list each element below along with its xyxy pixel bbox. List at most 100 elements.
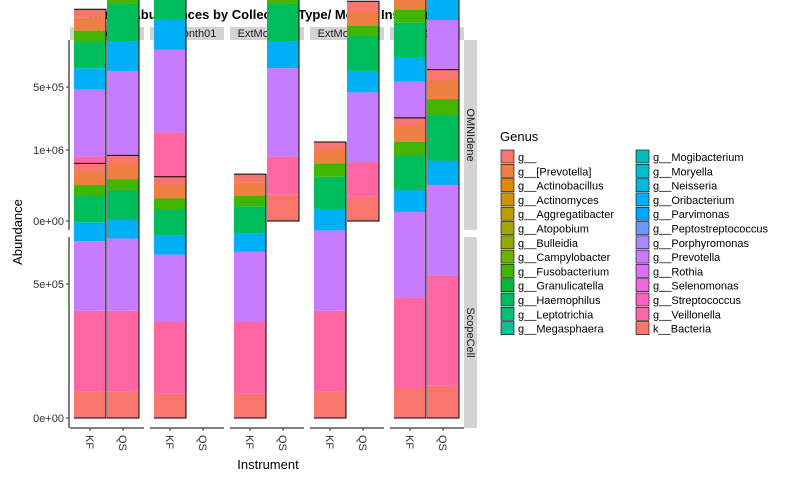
legend-item: g__Streptococcus	[635, 292, 742, 307]
bar-segment	[107, 155, 139, 164]
bar-segment	[427, 385, 459, 418]
legend-key	[500, 178, 515, 192]
bar-outline	[267, 0, 300, 222]
bar-segment	[314, 391, 346, 418]
bar-segment	[74, 9, 106, 18]
legend-label: g__Moryella	[653, 166, 714, 178]
legend-label: g__Parvimonas	[653, 209, 730, 221]
bar-segment	[154, 235, 186, 255]
bar-segment	[394, 190, 426, 212]
bar-segment	[107, 391, 139, 418]
bar-ScopeCell-ExtMonth0-QS	[107, 154, 140, 419]
bar-segment	[394, 57, 426, 82]
legend-key	[500, 221, 515, 235]
bar-segment	[347, 162, 379, 197]
bar-segment	[394, 0, 426, 10]
bar-segment	[107, 0, 139, 4]
legend-item: g__Atopobium	[500, 221, 589, 236]
legend-label: k__Bacteria	[653, 324, 712, 336]
bar-segment	[154, 0, 186, 20]
legend-item: g__Porphyromonas	[635, 235, 750, 250]
legend-key	[500, 235, 515, 250]
bar-segment	[154, 20, 186, 50]
legend-key	[635, 149, 650, 164]
legend-key	[500, 164, 515, 178]
x-tick-label: KF	[403, 435, 415, 449]
legend-item: g__Peptostreptococcus	[635, 221, 768, 236]
legend-title: Genus	[500, 129, 539, 144]
bar-segment	[394, 141, 426, 156]
x-tick-label: KF	[243, 435, 255, 449]
y-tick-label: 1e+06	[33, 145, 64, 157]
bar-segment	[234, 195, 266, 207]
legend-key	[635, 249, 650, 264]
bar-segment	[234, 206, 266, 234]
bar-segment	[314, 230, 346, 311]
bar-segment	[394, 117, 426, 126]
legend-key	[500, 278, 515, 293]
bar-segment	[107, 163, 139, 180]
bar-segment	[107, 238, 139, 311]
bar-segment	[234, 182, 266, 196]
legend-label: g__Megasphaera	[518, 324, 605, 336]
bar-outline	[314, 141, 347, 419]
bar-segment	[427, 69, 459, 81]
bar-segment	[314, 208, 346, 231]
legend-item: g__Haemophilus	[500, 292, 601, 307]
bar-segment	[394, 125, 426, 142]
bar-segment	[74, 195, 106, 223]
bar-segment	[154, 321, 186, 394]
legend-label: g__Prevotella	[653, 252, 721, 264]
legend-key	[635, 264, 650, 278]
bar-segment	[314, 141, 346, 150]
legend-item: g__Veillonella	[635, 306, 722, 321]
legend-label: g__Aggregatibacter	[518, 209, 614, 221]
bar-segment	[154, 254, 186, 322]
chart-plot-area: ExtMonth0ExtMonth01ExtMonth03ExtMonth06E…	[33, 0, 477, 451]
bar-segment	[234, 393, 266, 418]
legend-label: g__Streptococcus	[653, 295, 742, 307]
bar-segment	[427, 99, 459, 116]
bar-segment	[314, 176, 346, 209]
legend-item: g__Parvimonas	[635, 206, 730, 221]
legend-label: g__Oribacterium	[653, 195, 734, 207]
bar-segment	[394, 388, 426, 418]
legend-item: g__Bulleidia	[500, 235, 579, 250]
legend-key	[635, 235, 650, 250]
bar-segment	[394, 211, 426, 298]
x-tick-label: QS	[116, 435, 128, 451]
facet-strip-OMNIdene	[464, 40, 477, 230]
x-axis-title: Instrument	[237, 457, 299, 472]
bar-ScopeCell-ExtMonth06-KF	[314, 141, 347, 419]
bar-OMNIdene-ExtMonth03-QS	[267, 0, 300, 222]
bar-segment	[347, 1, 379, 12]
x-tick-label: KF	[323, 435, 335, 449]
x-tick-label: QS	[276, 435, 288, 451]
legend-key	[635, 192, 650, 207]
legend-label: g__Mogibacterium	[653, 152, 744, 164]
bar-outline	[107, 154, 140, 419]
bar-segment	[267, 41, 299, 69]
bar-segment	[74, 17, 106, 31]
bar-segment	[74, 184, 106, 196]
bar-outline	[347, 0, 380, 222]
legend-key	[500, 149, 515, 164]
legend-label: g__Neisseria	[653, 181, 718, 193]
bar-ScopeCell-ExtMonth0-KF	[74, 162, 107, 419]
bar-segment	[347, 70, 379, 93]
legend-item: g__Selenomonas	[635, 278, 739, 293]
legend-label: g__Rothia	[653, 266, 704, 278]
bar-segment	[107, 310, 139, 392]
bar-segment	[427, 80, 459, 100]
bar-segment	[347, 25, 379, 37]
legend-label: g__[Prevotella]	[518, 166, 591, 178]
bar-segment	[154, 176, 186, 185]
x-tick-label: KF	[163, 435, 175, 449]
legend-item: g__	[500, 149, 537, 164]
legend-item: g__Actinomyces	[500, 192, 599, 207]
legend-label: g__Campylobacter	[518, 252, 611, 264]
bar-outline	[154, 176, 187, 419]
bar-outline	[234, 173, 267, 419]
legend-label: g__Leptotrichia	[518, 309, 594, 321]
bar-segment	[427, 184, 459, 276]
